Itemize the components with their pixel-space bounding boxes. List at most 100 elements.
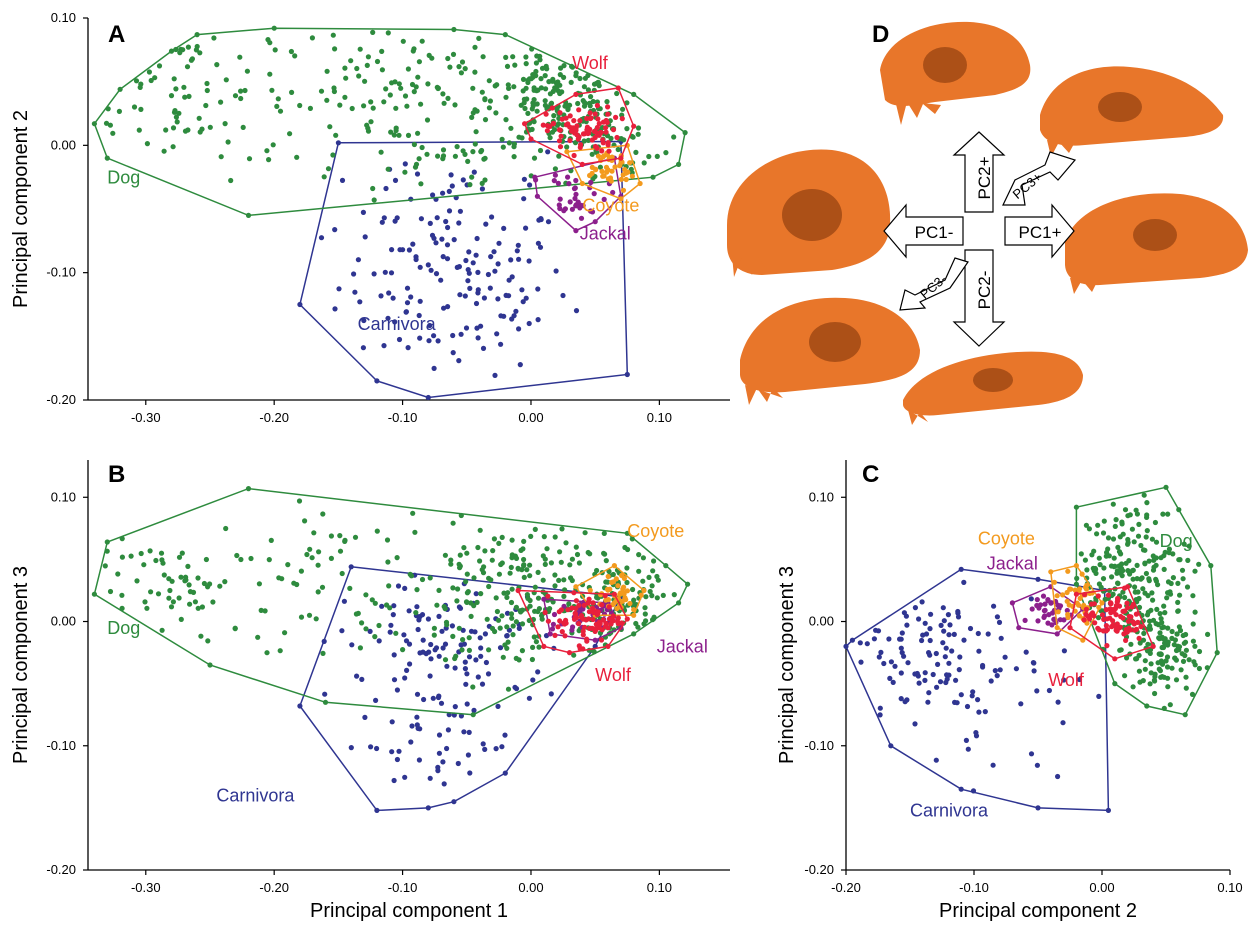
data-point <box>505 686 512 692</box>
data-point <box>671 592 677 598</box>
data-point <box>1115 544 1121 551</box>
data-point <box>234 552 240 559</box>
data-point <box>1144 528 1150 534</box>
data-point <box>347 585 353 592</box>
data-point <box>526 76 533 82</box>
data-point <box>1128 641 1134 647</box>
data-point <box>508 611 515 617</box>
data-point <box>1116 603 1123 609</box>
data-point <box>1140 586 1146 592</box>
data-point <box>431 632 437 638</box>
data-point <box>535 595 542 601</box>
data-point <box>548 691 554 697</box>
data-point <box>1111 555 1117 561</box>
data-point <box>472 141 478 147</box>
data-point <box>1123 560 1129 566</box>
data-point <box>624 565 630 571</box>
group-label-dog: Dog <box>107 168 140 188</box>
x-axis-label: Principal component 1 <box>310 900 508 922</box>
data-point <box>294 154 300 160</box>
data-point <box>448 561 454 567</box>
data-point <box>381 343 387 349</box>
data-point <box>466 635 472 641</box>
data-point <box>545 618 552 624</box>
data-point <box>161 148 167 154</box>
x-tick-label: -0.10 <box>388 410 418 425</box>
data-point <box>181 84 187 90</box>
data-point <box>155 591 162 597</box>
data-point <box>477 558 483 564</box>
data-point <box>604 99 610 105</box>
data-point <box>1028 596 1034 602</box>
data-point <box>504 645 510 651</box>
series-carnivora <box>843 566 1111 814</box>
data-point <box>535 240 542 246</box>
data-point <box>494 608 500 615</box>
data-point <box>482 155 488 161</box>
y-tick-label: 0.10 <box>51 10 76 25</box>
data-point <box>394 756 400 763</box>
skull-pc3-plus <box>1040 66 1224 157</box>
data-point <box>510 632 516 638</box>
data-point <box>354 65 360 72</box>
data-point <box>1100 576 1107 582</box>
data-point <box>545 593 551 599</box>
data-point <box>1095 593 1101 599</box>
data-point <box>1172 637 1178 643</box>
data-point <box>649 583 655 589</box>
data-point <box>573 544 579 550</box>
data-point <box>523 295 529 301</box>
data-point <box>542 609 548 616</box>
data-point <box>1034 597 1040 603</box>
series-coyote <box>564 142 643 202</box>
data-point <box>881 660 887 667</box>
data-point <box>459 647 465 653</box>
data-point <box>1023 649 1029 655</box>
data-point <box>428 656 434 662</box>
data-point <box>471 707 477 714</box>
data-point <box>426 52 432 59</box>
data-point <box>237 54 243 60</box>
data-point <box>928 611 934 617</box>
data-point <box>450 585 456 591</box>
data-point <box>556 609 562 615</box>
data-point <box>559 116 565 122</box>
data-point <box>1113 517 1119 523</box>
data-point <box>898 645 904 651</box>
data-point <box>1098 584 1104 591</box>
data-point <box>468 600 474 606</box>
data-point <box>464 571 470 577</box>
data-point <box>493 110 499 116</box>
data-point <box>462 293 468 299</box>
data-point <box>899 630 905 636</box>
data-point <box>1054 593 1060 599</box>
data-point <box>605 140 611 146</box>
data-point <box>461 545 467 551</box>
data-point <box>225 139 231 145</box>
data-point <box>544 546 550 552</box>
data-point <box>562 587 568 593</box>
data-point <box>589 170 595 176</box>
data-point <box>537 53 543 59</box>
data-point <box>596 623 602 629</box>
data-point <box>508 564 514 571</box>
data-point <box>394 687 400 693</box>
data-point <box>892 663 898 669</box>
data-point <box>304 551 310 558</box>
data-point <box>1125 605 1131 611</box>
data-point <box>522 105 528 112</box>
skull-pc2-plus <box>880 21 1031 125</box>
data-point <box>318 88 325 94</box>
data-point <box>605 176 612 182</box>
data-point <box>621 575 628 582</box>
data-point <box>477 635 483 641</box>
data-point <box>538 216 544 223</box>
data-point <box>564 144 570 150</box>
data-point <box>441 604 447 610</box>
data-point <box>1102 596 1108 602</box>
data-point <box>1124 600 1130 606</box>
data-point <box>1144 500 1150 506</box>
data-point <box>436 653 442 659</box>
data-point <box>594 567 600 574</box>
data-point <box>615 621 621 627</box>
